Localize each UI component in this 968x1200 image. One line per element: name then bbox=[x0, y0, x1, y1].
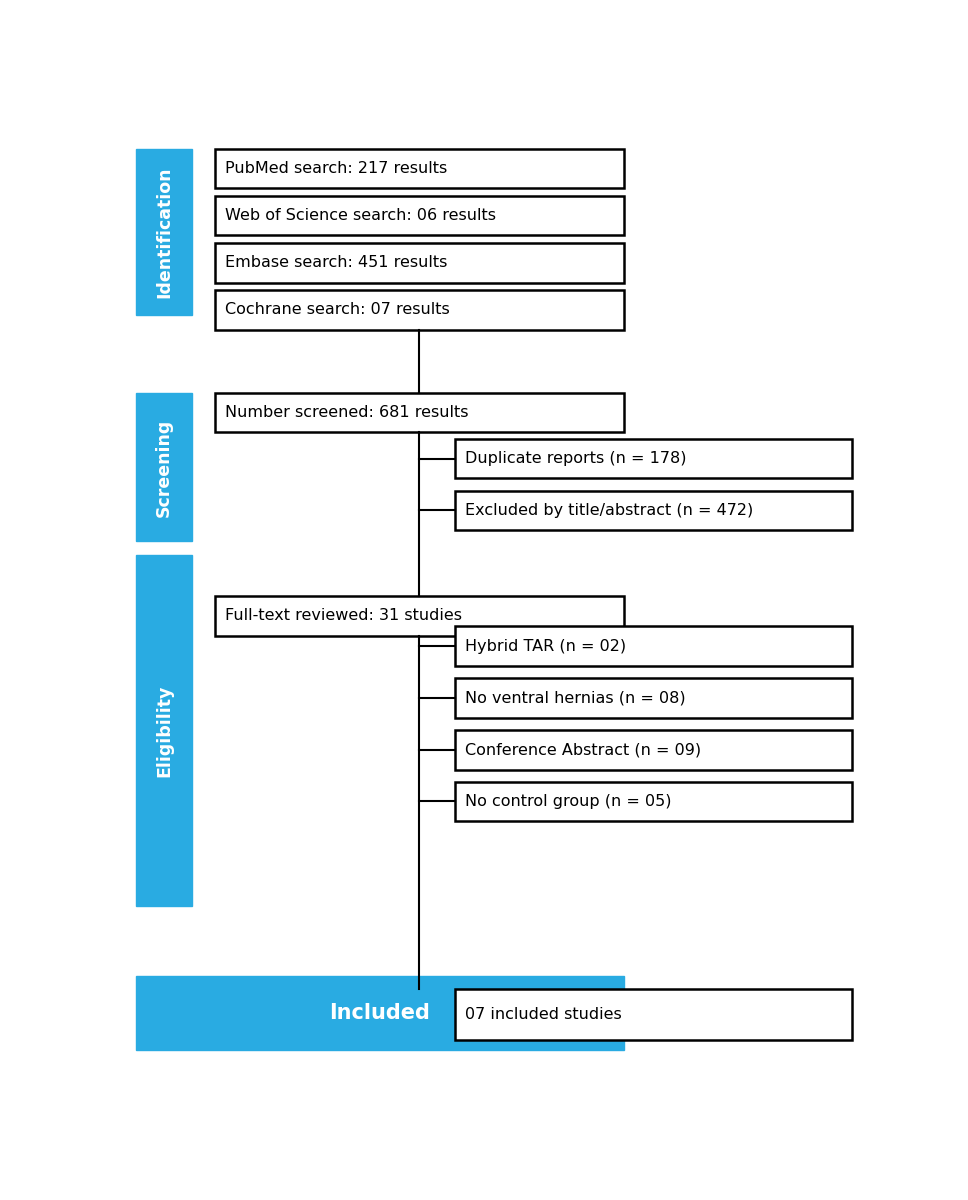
FancyBboxPatch shape bbox=[455, 990, 853, 1040]
Text: Hybrid TAR (n = 02): Hybrid TAR (n = 02) bbox=[465, 638, 625, 654]
Text: Number screened: 681 results: Number screened: 681 results bbox=[225, 404, 468, 420]
Text: Duplicate reports (n = 178): Duplicate reports (n = 178) bbox=[465, 451, 686, 466]
Text: Identification: Identification bbox=[155, 166, 173, 298]
Text: Full-text reviewed: 31 studies: Full-text reviewed: 31 studies bbox=[225, 608, 462, 623]
Text: Eligibility: Eligibility bbox=[155, 684, 173, 776]
FancyBboxPatch shape bbox=[136, 149, 193, 314]
FancyBboxPatch shape bbox=[136, 976, 623, 1050]
FancyBboxPatch shape bbox=[455, 439, 853, 479]
Text: No ventral hernias (n = 08): No ventral hernias (n = 08) bbox=[465, 690, 685, 706]
FancyBboxPatch shape bbox=[215, 392, 623, 432]
FancyBboxPatch shape bbox=[215, 290, 623, 330]
Text: Web of Science search: 06 results: Web of Science search: 06 results bbox=[225, 208, 496, 223]
FancyBboxPatch shape bbox=[215, 242, 623, 282]
FancyBboxPatch shape bbox=[455, 730, 853, 769]
FancyBboxPatch shape bbox=[136, 394, 193, 541]
FancyBboxPatch shape bbox=[215, 149, 623, 188]
FancyBboxPatch shape bbox=[455, 626, 853, 666]
Text: Included: Included bbox=[329, 1002, 430, 1022]
Text: Excluded by title/abstract (n = 472): Excluded by title/abstract (n = 472) bbox=[465, 503, 753, 518]
Text: Cochrane search: 07 results: Cochrane search: 07 results bbox=[225, 302, 449, 317]
Text: 07 included studies: 07 included studies bbox=[465, 1007, 621, 1022]
Text: Conference Abstract (n = 09): Conference Abstract (n = 09) bbox=[465, 742, 701, 757]
FancyBboxPatch shape bbox=[215, 196, 623, 235]
Text: Embase search: 451 results: Embase search: 451 results bbox=[225, 256, 447, 270]
FancyBboxPatch shape bbox=[455, 491, 853, 530]
Text: Screening: Screening bbox=[155, 419, 173, 516]
FancyBboxPatch shape bbox=[455, 781, 853, 821]
Text: No control group (n = 05): No control group (n = 05) bbox=[465, 794, 671, 809]
FancyBboxPatch shape bbox=[136, 556, 193, 906]
Text: PubMed search: 217 results: PubMed search: 217 results bbox=[225, 161, 447, 176]
FancyBboxPatch shape bbox=[455, 678, 853, 718]
FancyBboxPatch shape bbox=[215, 596, 623, 636]
